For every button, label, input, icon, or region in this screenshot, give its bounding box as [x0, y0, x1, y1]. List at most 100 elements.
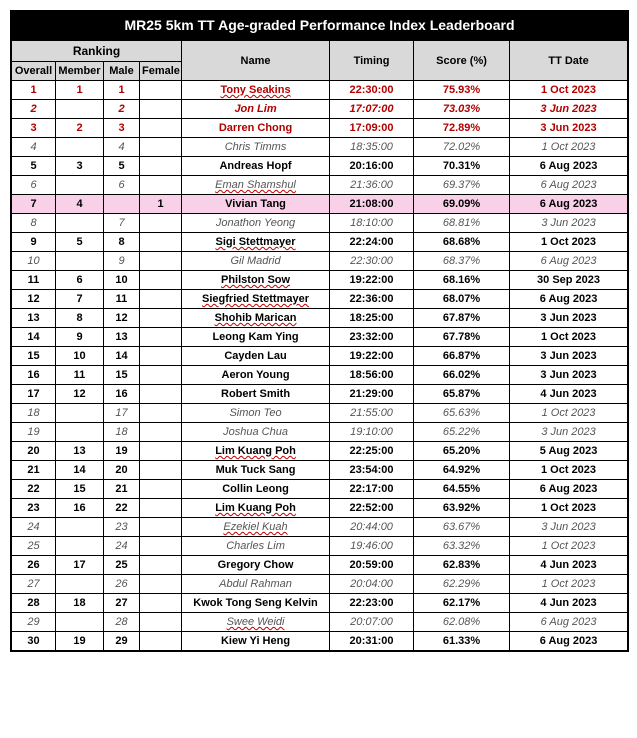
leaderboard-table: Ranking Name Timing Score (%) TT Date Ov… [11, 40, 628, 651]
cell-score: 72.02% [414, 138, 510, 157]
cell-score: 67.78% [414, 328, 510, 347]
cell-overall: 1 [12, 81, 56, 100]
cell-date: 3 Jun 2023 [510, 119, 628, 138]
cell-date: 6 Aug 2023 [510, 613, 628, 632]
cell-timing: 21:29:00 [330, 385, 414, 404]
cell-male: 16 [104, 385, 140, 404]
cell-male: 25 [104, 556, 140, 575]
cell-name: Joshua Chua [182, 423, 330, 442]
table-row: 231622Lim Kuang Poh22:52:0063.92%1 Oct 2… [12, 499, 628, 518]
cell-timing: 23:54:00 [330, 461, 414, 480]
cell-member: 14 [56, 461, 104, 480]
cell-score: 62.29% [414, 575, 510, 594]
cell-overall: 30 [12, 632, 56, 651]
member-header: Member [56, 62, 104, 81]
cell-member: 18 [56, 594, 104, 613]
cell-male: 29 [104, 632, 140, 651]
cell-name: Kwok Tong Seng Kelvin [182, 594, 330, 613]
cell-member [56, 138, 104, 157]
cell-male: 19 [104, 442, 140, 461]
male-header: Male [104, 62, 140, 81]
cell-timing: 21:55:00 [330, 404, 414, 423]
cell-date: 6 Aug 2023 [510, 176, 628, 195]
cell-date: 3 Jun 2023 [510, 347, 628, 366]
cell-female [140, 271, 182, 290]
cell-timing: 19:22:00 [330, 347, 414, 366]
cell-female [140, 537, 182, 556]
cell-date: 6 Aug 2023 [510, 157, 628, 176]
cell-timing: 22:25:00 [330, 442, 414, 461]
cell-timing: 20:16:00 [330, 157, 414, 176]
cell-female [140, 119, 182, 138]
cell-overall: 4 [12, 138, 56, 157]
cell-name: Simon Teo [182, 404, 330, 423]
cell-member [56, 214, 104, 233]
table-row: 2726Abdul Rahman20:04:0062.29%1 Oct 2023 [12, 575, 628, 594]
cell-female [140, 100, 182, 119]
cell-date: 1 Oct 2023 [510, 404, 628, 423]
cell-overall: 20 [12, 442, 56, 461]
cell-member [56, 252, 104, 271]
cell-date: 3 Jun 2023 [510, 366, 628, 385]
cell-female [140, 404, 182, 423]
cell-timing: 22:30:00 [330, 252, 414, 271]
cell-overall: 22 [12, 480, 56, 499]
cell-date: 1 Oct 2023 [510, 575, 628, 594]
cell-name: Eman Shamshul [182, 176, 330, 195]
cell-score: 61.33% [414, 632, 510, 651]
table-row: 535Andreas Hopf20:16:0070.31%6 Aug 2023 [12, 157, 628, 176]
cell-name: Robert Smith [182, 385, 330, 404]
cell-name: Shohib Marican [182, 309, 330, 328]
cell-female [140, 214, 182, 233]
cell-overall: 28 [12, 594, 56, 613]
cell-score: 68.07% [414, 290, 510, 309]
cell-member: 6 [56, 271, 104, 290]
cell-female [140, 309, 182, 328]
cell-overall: 12 [12, 290, 56, 309]
cell-score: 64.92% [414, 461, 510, 480]
cell-name: Gil Madrid [182, 252, 330, 271]
cell-member: 11 [56, 366, 104, 385]
cell-male: 26 [104, 575, 140, 594]
cell-timing: 22:23:00 [330, 594, 414, 613]
cell-score: 65.22% [414, 423, 510, 442]
cell-overall: 6 [12, 176, 56, 195]
cell-date: 3 Jun 2023 [510, 214, 628, 233]
table-row: 261725Gregory Chow20:59:0062.83%4 Jun 20… [12, 556, 628, 575]
cell-timing: 17:07:00 [330, 100, 414, 119]
cell-overall: 17 [12, 385, 56, 404]
cell-timing: 22:30:00 [330, 81, 414, 100]
cell-timing: 20:59:00 [330, 556, 414, 575]
cell-score: 65.87% [414, 385, 510, 404]
cell-female [140, 556, 182, 575]
table-row: 11610Philston Sow19:22:0068.16%30 Sep 20… [12, 271, 628, 290]
cell-timing: 22:36:00 [330, 290, 414, 309]
table-row: 44Chris Timms18:35:0072.02%1 Oct 2023 [12, 138, 628, 157]
cell-score: 62.08% [414, 613, 510, 632]
table-row: 87Jonathon Yeong18:10:0068.81%3 Jun 2023 [12, 214, 628, 233]
cell-score: 75.93% [414, 81, 510, 100]
cell-score: 66.02% [414, 366, 510, 385]
cell-date: 1 Oct 2023 [510, 81, 628, 100]
cell-male: 5 [104, 157, 140, 176]
cell-member [56, 176, 104, 195]
cell-overall: 5 [12, 157, 56, 176]
cell-member [56, 575, 104, 594]
cell-member: 9 [56, 328, 104, 347]
cell-name: Andreas Hopf [182, 157, 330, 176]
cell-name: Abdul Rahman [182, 575, 330, 594]
female-header: Female [140, 62, 182, 81]
cell-female [140, 442, 182, 461]
cell-member: 7 [56, 290, 104, 309]
cell-name: Jonathon Yeong [182, 214, 330, 233]
cell-member: 19 [56, 632, 104, 651]
cell-overall: 21 [12, 461, 56, 480]
cell-score: 72.89% [414, 119, 510, 138]
cell-score: 63.67% [414, 518, 510, 537]
cell-date: 1 Oct 2023 [510, 138, 628, 157]
cell-male: 2 [104, 100, 140, 119]
cell-member: 12 [56, 385, 104, 404]
cell-overall: 26 [12, 556, 56, 575]
table-row: 221521Collin Leong22:17:0064.55%6 Aug 20… [12, 480, 628, 499]
cell-date: 4 Jun 2023 [510, 556, 628, 575]
